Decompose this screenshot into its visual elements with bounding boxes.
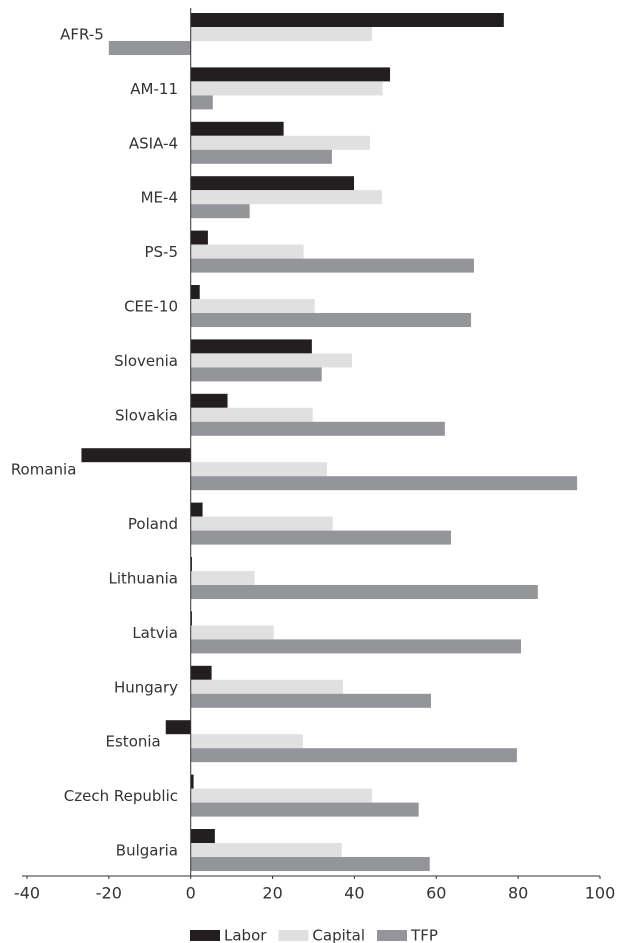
bar bbox=[190, 516, 333, 531]
category-label: Slovenia bbox=[114, 352, 178, 370]
bar bbox=[190, 734, 303, 749]
bar bbox=[190, 27, 373, 41]
bar bbox=[190, 313, 472, 327]
bar bbox=[190, 476, 578, 491]
legend-label: TFP bbox=[410, 927, 438, 943]
category-label: AFR-5 bbox=[60, 26, 104, 44]
bar bbox=[190, 571, 255, 585]
bar bbox=[190, 502, 203, 517]
bar bbox=[190, 407, 313, 422]
bar bbox=[108, 41, 191, 55]
legend-swatch bbox=[190, 930, 220, 941]
x-tick-label: 0 bbox=[186, 884, 196, 903]
bar bbox=[190, 67, 391, 82]
bar bbox=[190, 393, 228, 408]
bar bbox=[190, 81, 383, 96]
legend-swatch bbox=[278, 930, 309, 941]
category-label: AM-11 bbox=[130, 80, 178, 98]
x-tick-label: 60 bbox=[426, 884, 446, 903]
category-label: Latvia bbox=[132, 624, 178, 642]
legend-label: Capital bbox=[312, 927, 365, 943]
bar bbox=[190, 190, 382, 205]
bar bbox=[190, 693, 431, 708]
bar bbox=[190, 788, 373, 803]
bar bbox=[190, 285, 200, 299]
x-tick-label: -20 bbox=[96, 884, 122, 903]
category-label: Poland bbox=[128, 515, 178, 533]
bar bbox=[190, 244, 304, 259]
bar bbox=[190, 625, 274, 640]
category-label: ME-4 bbox=[141, 189, 178, 207]
category-label: Estonia bbox=[106, 733, 161, 751]
bar bbox=[190, 665, 212, 680]
x-tick-label: 100 bbox=[585, 884, 616, 903]
x-tick-label: 20 bbox=[262, 884, 282, 903]
x-tick-label: 40 bbox=[344, 884, 364, 903]
category-label: ASIA-4 bbox=[129, 134, 178, 152]
bar bbox=[190, 299, 315, 313]
bar bbox=[190, 204, 250, 219]
bar bbox=[190, 353, 352, 368]
bar bbox=[190, 13, 504, 27]
bar bbox=[81, 448, 191, 463]
category-label: Czech Republic bbox=[64, 787, 178, 805]
bar bbox=[190, 258, 474, 273]
bar bbox=[190, 176, 355, 191]
bar bbox=[190, 748, 517, 763]
bar bbox=[190, 462, 328, 477]
category-label: Romania bbox=[11, 461, 77, 479]
bar bbox=[190, 95, 213, 110]
bar bbox=[190, 679, 343, 694]
bar bbox=[190, 639, 522, 654]
bar bbox=[190, 121, 284, 136]
bar bbox=[190, 339, 312, 354]
bar bbox=[190, 843, 342, 857]
bar bbox=[190, 557, 192, 571]
category-label: CEE-10 bbox=[124, 298, 178, 316]
legend-swatch bbox=[377, 930, 408, 941]
category-label: Lithuania bbox=[109, 570, 178, 588]
bar bbox=[190, 530, 452, 545]
bar bbox=[165, 720, 191, 735]
legend-label: Labor bbox=[224, 927, 267, 943]
bar bbox=[190, 774, 194, 789]
category-label: Slovakia bbox=[115, 406, 178, 424]
bar bbox=[190, 230, 208, 245]
bar bbox=[190, 149, 332, 164]
bar bbox=[190, 857, 430, 871]
bar bbox=[190, 802, 419, 817]
bar bbox=[190, 135, 370, 150]
x-tick-label: -40 bbox=[14, 884, 40, 903]
bar bbox=[190, 367, 322, 382]
bar bbox=[190, 829, 215, 843]
bar bbox=[190, 421, 445, 436]
category-label: PS-5 bbox=[144, 243, 178, 261]
bar bbox=[190, 611, 192, 626]
category-label: Bulgaria bbox=[116, 842, 178, 860]
x-tick-label: 80 bbox=[508, 884, 528, 903]
bar bbox=[190, 585, 538, 599]
category-label: Hungary bbox=[114, 678, 178, 696]
